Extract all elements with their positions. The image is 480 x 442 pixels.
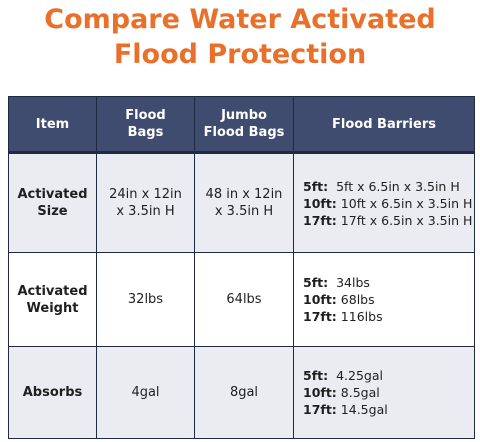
table-row-activated-size: Activated Size 24in x 12in x 3.5in H 48 … [8, 152, 475, 253]
cell-jumbo: 8gal [194, 346, 294, 439]
barrier-line: 17ft: 17ft x 6.5in x 3.5in H [303, 212, 473, 228]
title-line-2: Flood Protection [113, 39, 367, 70]
cell-barriers: 5ft: 34lbs 10ft: 68lbs 17ft: 116lbs [293, 252, 475, 347]
comparison-table: Item Flood Bags Jumbo Flood Bags Flood B… [8, 96, 475, 439]
header-flood-barriers: Flood Barriers [293, 96, 475, 154]
barrier-line: 5ft: 4.25gal [303, 368, 383, 383]
barrier-line: 5ft: 34lbs [303, 275, 370, 290]
header-item: Item [8, 96, 97, 154]
table-row-absorbs: Absorbs 4gal 8gal 5ft: 4.25gal 10ft: 8.5… [8, 346, 475, 439]
header-jumbo-flood-bags: Jumbo Flood Bags [194, 96, 294, 154]
barrier-line: 10ft: 10ft x 6.5in x 3.5in H [303, 195, 473, 211]
cell-flood-bags: 32lbs [96, 252, 195, 347]
title-line-1: Compare Water Activated [44, 4, 436, 35]
row-label: Absorbs [8, 346, 97, 439]
cell-flood-bags: 24in x 12in x 3.5in H [96, 152, 195, 253]
barrier-line: 10ft: 68lbs [303, 292, 375, 307]
cell-jumbo: 48 in x 12in x 3.5in H [194, 152, 294, 253]
table-header: Item Flood Bags Jumbo Flood Bags Flood B… [8, 96, 475, 154]
barrier-line: 5ft: 5ft x 6.5in x 3.5in H [303, 178, 460, 194]
barrier-line: 10ft: 8.5gal [303, 385, 380, 400]
cell-barriers: 5ft: 5ft x 6.5in x 3.5in H 10ft: 10ft x … [293, 152, 475, 253]
cell-jumbo: 64lbs [194, 252, 294, 347]
table-row-activated-weight: Activated Weight 32lbs 64lbs 5ft: 34lbs … [8, 252, 475, 347]
row-label: Activated Weight [8, 252, 97, 347]
barrier-line: 17ft: 14.5gal [303, 402, 388, 417]
row-label: Activated Size [8, 152, 97, 253]
cell-flood-bags: 4gal [96, 346, 195, 439]
cell-barriers: 5ft: 4.25gal 10ft: 8.5gal 17ft: 14.5gal [293, 346, 475, 439]
header-flood-bags: Flood Bags [96, 96, 195, 154]
page-title: Compare Water Activated Flood Protection [0, 2, 480, 72]
barrier-line: 17ft: 116lbs [303, 309, 383, 324]
